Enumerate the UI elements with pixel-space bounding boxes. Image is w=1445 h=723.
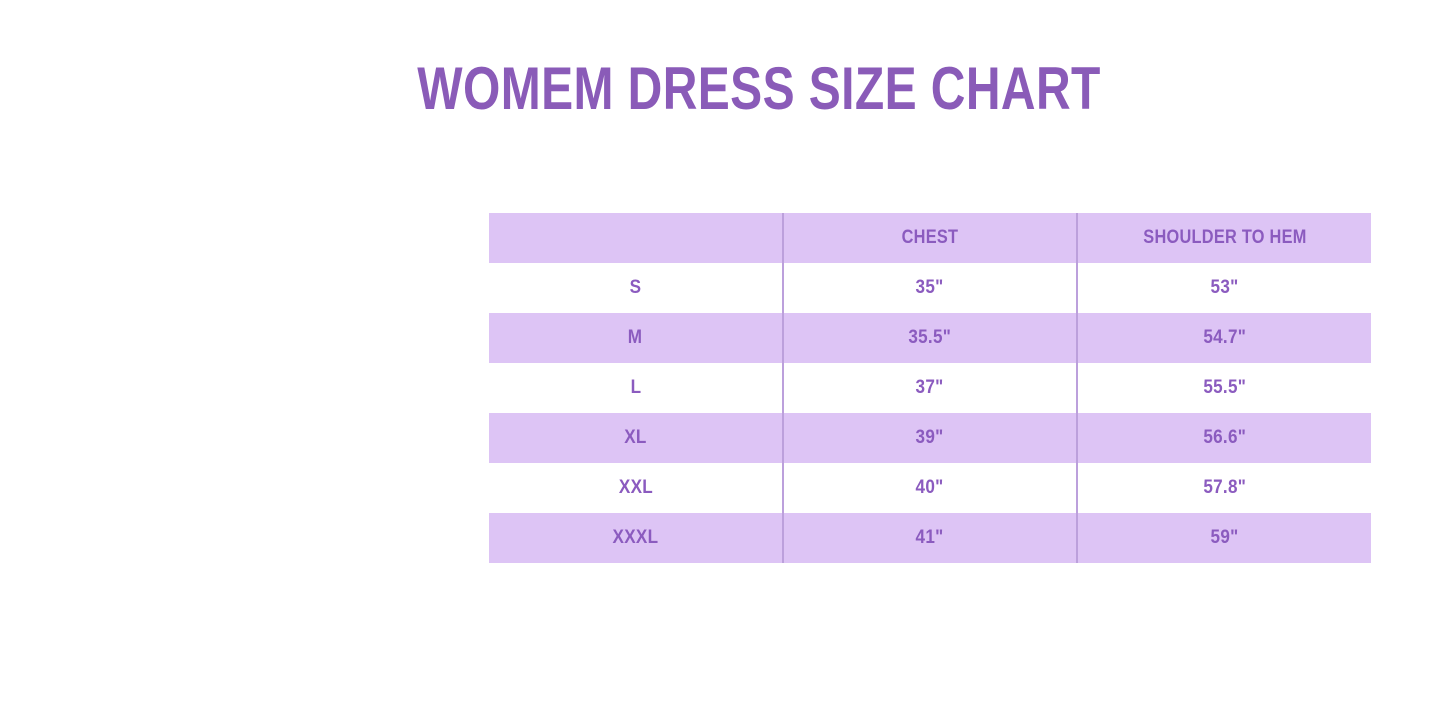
cell-size: L bbox=[489, 363, 783, 413]
cell-size: S bbox=[489, 263, 783, 313]
column-header-shoulder-to-hem: SHOULDER TO HEM bbox=[1076, 213, 1371, 263]
cell-shoulder-to-hem: 55.5" bbox=[1076, 363, 1371, 413]
cell-chest: 35.5" bbox=[782, 313, 1077, 363]
cell-chest: 40" bbox=[782, 463, 1077, 513]
table-header: CHEST SHOULDER TO HEM bbox=[489, 213, 1371, 263]
table-row: XXL 40" 57.8" bbox=[489, 463, 1371, 513]
cell-shoulder-to-hem: 54.7" bbox=[1076, 313, 1371, 363]
table-row: XXXL 41" 59" bbox=[489, 513, 1371, 563]
page-title: WOMEM DRESS SIZE CHART bbox=[417, 55, 1101, 122]
cell-size: XL bbox=[489, 413, 783, 463]
table-row: XL 39" 56.6" bbox=[489, 413, 1371, 463]
column-header-chest: CHEST bbox=[782, 213, 1077, 263]
cell-size: XXL bbox=[489, 463, 783, 513]
column-header-size bbox=[489, 213, 783, 263]
table-header-row: CHEST SHOULDER TO HEM bbox=[489, 213, 1371, 263]
cell-size: M bbox=[489, 313, 783, 363]
size-chart-container: CHEST SHOULDER TO HEM S 35" 53" bbox=[489, 213, 1371, 563]
cell-chest: 41" bbox=[782, 513, 1077, 563]
table-row: L 37" 55.5" bbox=[489, 363, 1371, 413]
cell-shoulder-to-hem: 53" bbox=[1076, 263, 1371, 313]
size-chart-table: CHEST SHOULDER TO HEM S 35" 53" bbox=[489, 213, 1371, 563]
column-header-chest-label: CHEST bbox=[901, 227, 959, 248]
cell-shoulder-to-hem: 56.6" bbox=[1076, 413, 1371, 463]
table-row: M 35.5" 54.7" bbox=[489, 313, 1371, 363]
column-header-shoulder-to-hem-label: SHOULDER TO HEM bbox=[1142, 227, 1307, 248]
table-body: S 35" 53" M 35.5" 54.7" bbox=[489, 263, 1371, 563]
cell-size: XXXL bbox=[489, 513, 783, 563]
cell-chest: 37" bbox=[782, 363, 1077, 413]
cell-chest: 35" bbox=[782, 263, 1077, 313]
cell-chest: 39" bbox=[782, 413, 1077, 463]
cell-shoulder-to-hem: 59" bbox=[1076, 513, 1371, 563]
cell-shoulder-to-hem: 57.8" bbox=[1076, 463, 1371, 513]
table-row: S 35" 53" bbox=[489, 263, 1371, 313]
